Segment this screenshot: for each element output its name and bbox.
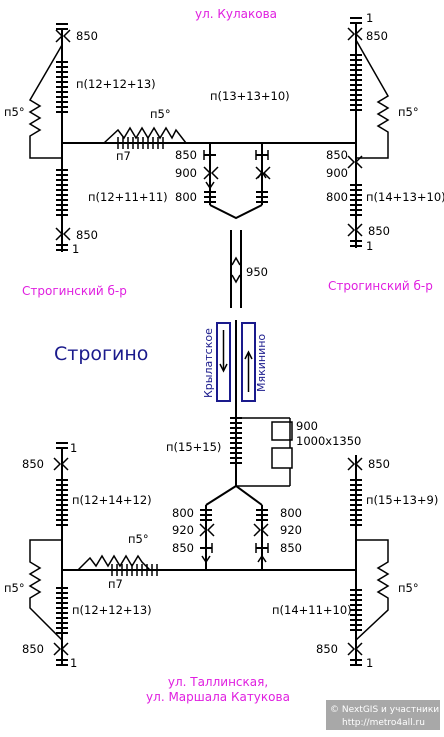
top-area	[28, 17, 390, 308]
watermark: © NextGIS и участники http://metro4all.r…	[326, 700, 440, 730]
bottom-right-bottom-850: 850	[316, 642, 338, 656]
top-right-bottom-1: 1	[366, 239, 373, 253]
top-street-label: ул. Кулакова	[195, 7, 277, 21]
bottom-left-bottom-850: 850	[22, 642, 44, 656]
watermark-line1: © NextGIS и участники	[330, 705, 439, 715]
top-right-1: 1	[366, 11, 373, 25]
bottom-left-upper-formula: п(12+14+12)	[72, 493, 152, 507]
bottom-c-right-920: 920	[280, 523, 302, 537]
bottom-box-size: 1000х1350	[296, 434, 361, 448]
top-center-800: 800	[175, 190, 197, 204]
left-platform-label: Крылатское	[202, 328, 215, 398]
bottom-right-bottom-1: 1	[366, 656, 373, 670]
top-top-slope: п5°	[150, 107, 171, 121]
stairs-left-lower-bottom	[56, 587, 68, 634]
bottom-c-right-850: 850	[280, 541, 302, 555]
top-p7-label: п7	[116, 149, 131, 163]
stairs-right-lower-bottom	[350, 589, 362, 631]
top-mid-formula: п(13+13+10)	[210, 89, 290, 103]
bottom-street-line2: ул. Маршала Катукова	[146, 690, 290, 704]
bottom-c-left-920: 920	[172, 523, 194, 537]
top-left-bottom-1: 1	[72, 242, 79, 256]
left-boulevard-label: Строгинский б-р	[22, 284, 127, 298]
stairs-left-lower-top	[56, 169, 68, 216]
stairs-right-lower-top	[350, 184, 362, 216]
top-left-upper-formula: п(12+12+13)	[76, 77, 156, 91]
stairs-right-upper-top	[350, 54, 362, 111]
stairs-center-top	[204, 191, 268, 203]
stairs-center-branch-bottom	[200, 509, 268, 521]
watermark-line2: http://metro4all.ru	[342, 718, 425, 728]
bottom-box-900: 900	[296, 419, 318, 433]
top-left-850: 850	[76, 29, 98, 43]
top-right-800: 800	[326, 190, 348, 204]
bottom-street-line1: ул. Таллинская,	[168, 675, 268, 689]
bottom-left-top-1: 1	[70, 441, 77, 455]
bottom-c-left-800: 800	[172, 506, 194, 520]
stairs-right-upper-bottom	[350, 479, 362, 526]
top-left-bottom-850: 850	[76, 228, 98, 242]
bottom-area	[28, 410, 390, 666]
top-right-lower-formula: п(14+13+10)	[366, 190, 444, 204]
bottom-c-left-850: 850	[172, 541, 194, 555]
right-boulevard-label: Строгинский б-р	[328, 279, 433, 293]
bottom-right-top-850: 850	[368, 457, 390, 471]
bottom-left-slope: п5°	[4, 581, 25, 595]
top-left-lower-formula: п(12+11+11)	[88, 190, 168, 204]
bottom-left-top-850: 850	[22, 457, 44, 471]
bottom-right-upper-formula: п(15+13+9)	[366, 493, 438, 507]
bottom-formula-15: п(15+15)	[166, 440, 221, 454]
top-right-slope: п5°	[398, 105, 419, 119]
platform	[216, 320, 256, 410]
top-left-slope: п5°	[4, 105, 25, 119]
right-platform-label: Мякинино	[255, 334, 268, 392]
bottom-mid-slope: п5°	[128, 532, 149, 546]
bottom-p7-label: п7	[108, 577, 123, 591]
stairs-p7-top	[117, 137, 164, 149]
bottom-left-lower-formula: п(12+12+13)	[72, 603, 152, 617]
top-center-900: 900	[175, 166, 197, 180]
top-right-850-b: 850	[368, 224, 390, 238]
top-center-850: 850	[175, 148, 197, 162]
bottom-right-lower-formula: п(14+11+10)	[272, 603, 352, 617]
stairs-p7-bottom	[111, 564, 158, 576]
top-right-850-a: 850	[326, 148, 348, 162]
top-right-850: 850	[366, 29, 388, 43]
stairs-left-upper-top	[56, 61, 68, 113]
bottom-right-slope: п5°	[398, 581, 419, 595]
station-name: Строгино	[54, 343, 148, 365]
bottom-left-bottom-1: 1	[70, 656, 77, 670]
bottom-c-right-800: 800	[280, 506, 302, 520]
top-right-900: 900	[326, 166, 348, 180]
stairs-left-upper-bottom	[56, 479, 68, 526]
tunnel-950-label: 950	[246, 265, 268, 279]
